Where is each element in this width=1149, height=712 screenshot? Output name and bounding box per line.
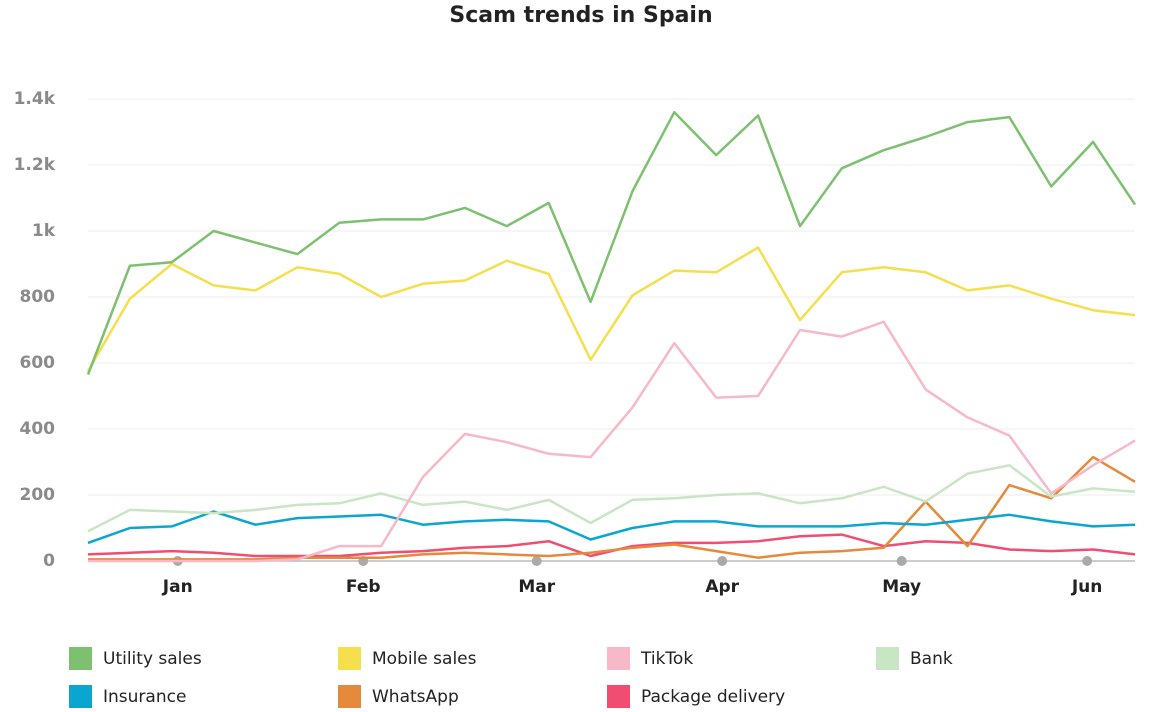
x-tick-label: Jan	[162, 577, 193, 597]
legend-label: Insurance	[103, 687, 186, 707]
series-line	[87, 533, 1136, 558]
x-tick-mark	[717, 556, 728, 566]
x-tick-label: Jun	[1071, 577, 1103, 597]
y-tick-label: 200	[20, 485, 56, 505]
x-tick-label: Mar	[518, 577, 555, 597]
y-tick-label: 1.4k	[14, 89, 56, 109]
legend-swatch	[876, 647, 899, 670]
y-tick-label: 600	[20, 353, 56, 373]
legend-label: Bank	[910, 649, 953, 669]
x-tick-label: Apr	[705, 577, 739, 597]
legend-label: Utility sales	[103, 649, 202, 669]
legend-label: Package delivery	[641, 687, 785, 707]
y-tick-label: 1k	[32, 221, 56, 241]
x-tick-label: Feb	[346, 577, 381, 597]
series-line	[86, 246, 1136, 372]
legend-label: Mobile sales	[372, 649, 477, 669]
x-tick-mark	[1082, 556, 1093, 566]
legend-swatch	[607, 685, 630, 708]
series-line	[88, 455, 1136, 561]
chart-title: Scam trends in Spain	[449, 3, 712, 28]
legend-swatch	[69, 647, 92, 670]
x-tick-mark	[896, 556, 907, 566]
legend-swatch	[69, 685, 92, 708]
legend-swatch	[338, 685, 361, 708]
y-tick-label: 800	[20, 287, 56, 307]
legend-label: TikTok	[640, 649, 693, 669]
series-line	[86, 110, 1137, 375]
series-line	[87, 510, 1136, 545]
x-tick-label: May	[882, 577, 921, 597]
legend-swatch	[338, 647, 361, 670]
legend-label: WhatsApp	[372, 687, 459, 707]
series-line	[87, 464, 1136, 533]
y-tick-label: 1.2k	[14, 155, 56, 175]
legend-swatch	[607, 647, 630, 670]
y-tick-label: 400	[20, 419, 56, 439]
x-tick-mark	[531, 556, 542, 566]
series-line	[88, 320, 1136, 563]
y-tick-label: 0	[43, 551, 55, 571]
